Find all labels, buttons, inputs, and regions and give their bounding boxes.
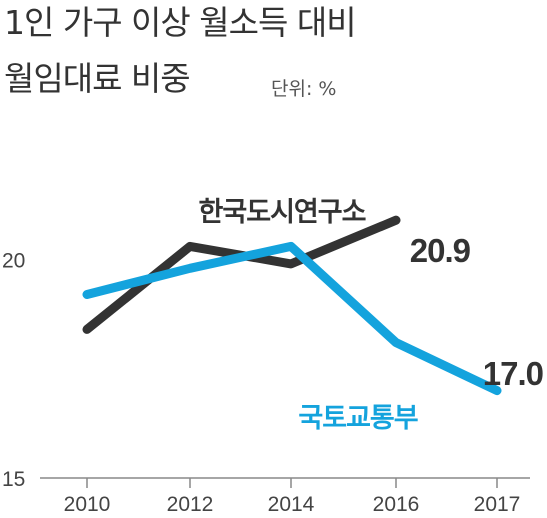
unit-label: 단위: % <box>271 78 337 100</box>
chart-title-line1: 1인 가구 이상 월소득 대비 <box>4 3 357 42</box>
series-name-molit: 국토교통부 <box>298 403 417 434</box>
series-layer <box>82 215 502 396</box>
chart-title-line2: 월임대료 비중 <box>4 59 191 98</box>
x-tick-label: 2012 <box>167 493 214 516</box>
x-tick-label: 2017 <box>474 493 521 516</box>
x-tick-label: 2014 <box>268 493 315 516</box>
series-line-kurc <box>82 215 401 334</box>
end-value-molit: 17.0 <box>483 355 543 392</box>
axis-layer: 2010 2012 2014 2016 2017 15 20 <box>2 250 530 516</box>
x-tick-label: 2016 <box>373 493 420 516</box>
y-tick-label: 15 <box>2 468 25 491</box>
y-tick-label: 20 <box>2 250 25 273</box>
series-name-kurc: 한국도시연구소 <box>199 197 366 228</box>
end-value-kurc: 20.9 <box>410 232 471 269</box>
x-tick-label: 2010 <box>64 493 111 516</box>
